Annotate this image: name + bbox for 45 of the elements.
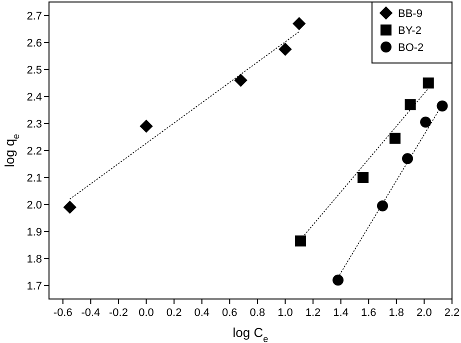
x-tick-label: 1.0	[278, 307, 293, 319]
x-tick-label: 0.6	[222, 307, 238, 319]
point	[295, 235, 306, 246]
point	[140, 120, 153, 133]
point	[404, 99, 416, 110]
x-tick-label: 1.8	[388, 307, 404, 319]
x-tick-label: 2.0	[416, 307, 432, 319]
x-tick-label: 0.4	[194, 307, 210, 319]
point	[63, 200, 76, 214]
point	[377, 200, 388, 212]
y-tick-label: 2.4	[26, 92, 42, 104]
x-tick-label: -0.4	[81, 307, 100, 319]
x-tick-label: 0.0	[138, 307, 154, 319]
x-tick-label: 0.8	[250, 307, 266, 319]
point	[402, 153, 414, 164]
x-axis-title: log C$_{e}$	[232, 325, 268, 343]
point	[390, 132, 401, 144]
y-tick-label: 2.0	[26, 200, 42, 212]
y-tick-label: 2.2	[26, 146, 42, 158]
point	[278, 42, 292, 56]
point	[292, 17, 306, 30]
legend-label: BY-2	[398, 25, 422, 37]
x-tick-label: 0.2	[166, 307, 182, 319]
y-tick-label: 1.9	[26, 226, 42, 238]
y-tick-label: 1.7	[26, 280, 42, 292]
x-tick-label: 2.2	[444, 307, 460, 319]
point	[422, 78, 434, 88]
y-tick-label: 2.3	[26, 118, 42, 130]
point	[420, 116, 432, 128]
y-tick-label: 2.6	[26, 38, 42, 50]
x-tick-label: -0.6	[53, 307, 72, 319]
y-tick-label: 2.5	[26, 64, 42, 76]
x-tick-label: 1.4	[333, 307, 348, 319]
y-tick-label: 2.1	[26, 172, 42, 184]
x-tick-label: 1.6	[360, 307, 376, 319]
point	[436, 100, 448, 112]
point	[332, 274, 344, 286]
legend-label: BO-2	[398, 42, 424, 54]
point	[234, 74, 248, 87]
y-tick-label: 2.7	[26, 10, 42, 22]
x-tick-label: 1.2	[305, 307, 321, 319]
y-tick-label: 1.8	[26, 254, 42, 266]
legend-label: BB-9	[398, 8, 422, 20]
x-tick-label: -0.2	[109, 307, 128, 319]
point	[358, 172, 369, 183]
